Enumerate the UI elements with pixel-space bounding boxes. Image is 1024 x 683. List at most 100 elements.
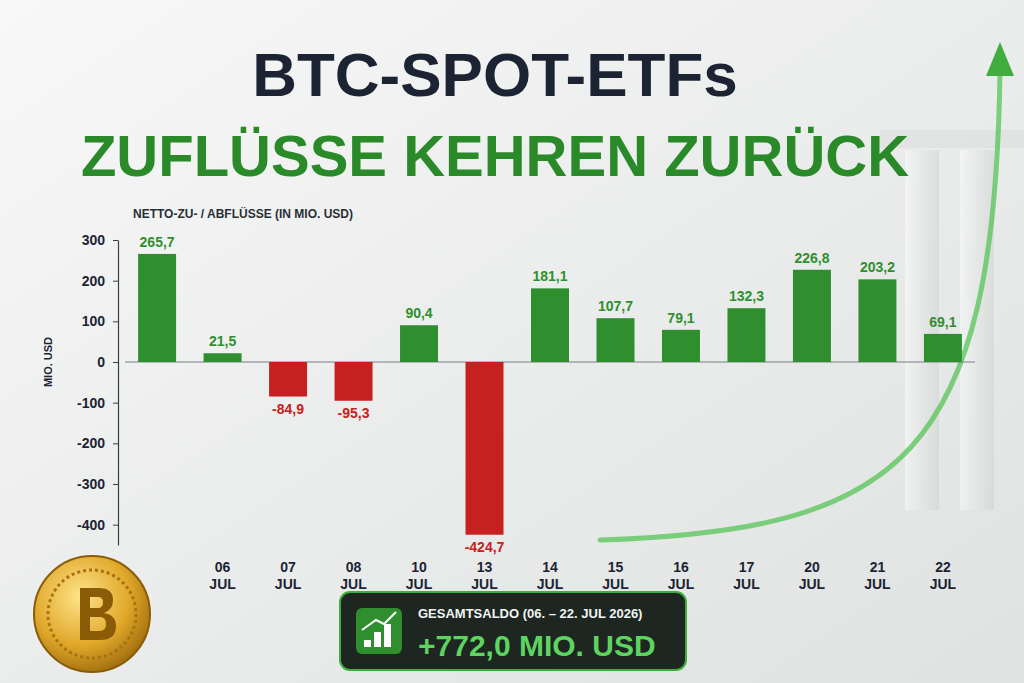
total-box: GESAMTSALDO (06. – 22. JUL 2026)+772,0 M… [340, 592, 686, 670]
total-icon-bar [364, 640, 371, 647]
data-label: 265,7 [140, 234, 175, 250]
y-tick: 100 [82, 313, 118, 329]
data-label: 226,8 [794, 250, 829, 266]
x-tick-label: 17JUL [733, 559, 760, 593]
bar [531, 288, 569, 362]
bars [138, 254, 962, 535]
bar [269, 362, 307, 397]
subtitle: ZUFLÜSSE KEHREN ZURÜCK [81, 123, 909, 188]
axis-caption: NETTO-ZU- / ABFLÜSSE (IN MIO. USD) [133, 206, 353, 221]
x-tick: 13JUL [471, 559, 498, 593]
y-tick-mark [113, 281, 118, 282]
x-tick: 06JUL [209, 559, 236, 593]
coin-symbol [80, 588, 116, 640]
y-tick: -100 [77, 395, 118, 411]
x-tick-label: 14JUL [537, 559, 564, 593]
data-label: -424,7 [465, 539, 505, 555]
y-tick-label: -100 [77, 395, 105, 411]
x-tick-label: 07JUL [275, 559, 302, 593]
title: BTC-SPOT-ETFs [252, 40, 738, 109]
bar [138, 254, 176, 362]
data-label: 79,1 [667, 310, 694, 326]
bar [466, 362, 504, 535]
y-tick: -400 [77, 517, 118, 533]
x-tick-label: 21JUL [864, 559, 891, 593]
x-tick: 20JUL [799, 559, 826, 593]
y-axis-line [118, 241, 119, 546]
decor-arrow [600, 42, 1014, 540]
x-tick: 10JUL [406, 559, 433, 593]
arrow-head [986, 42, 1014, 76]
y-tick-mark [113, 443, 118, 444]
bar [335, 362, 373, 401]
total-icon-line [362, 612, 396, 630]
x-axis: 06JUL 07JUL 08JUL 10JUL 13JUL 14JUL 15JUL 16JUL… [209, 559, 956, 593]
y-tick-label: -200 [77, 435, 105, 451]
y-tick-label: 100 [82, 313, 106, 329]
x-tick-label: 08JUL [340, 559, 367, 593]
chart-svg: BTC-SPOT-ETFs ZUFLÜSSE KEHREN ZURÜCK NETTO… [0, 0, 1024, 683]
background [0, 0, 1024, 683]
x-tick-label: 10JUL [406, 559, 433, 593]
y-tick: -200 [77, 435, 118, 451]
bar [596, 318, 634, 362]
y-tick: 300 [82, 232, 118, 248]
y-tick-mark [113, 403, 118, 404]
x-tick: 14JUL [537, 559, 564, 593]
coin-ring [48, 570, 136, 658]
y-tick-mark [113, 525, 118, 526]
total-icon-bar [384, 624, 391, 647]
bar [924, 334, 962, 362]
total-box-bg [340, 592, 686, 670]
y-tick-mark [113, 240, 118, 241]
y-tick-label: -400 [77, 517, 105, 533]
data-label: 203,2 [860, 259, 895, 275]
bar [793, 270, 831, 362]
data-label: 21,5 [209, 333, 236, 349]
column [960, 150, 994, 510]
y-tick-label: -300 [77, 476, 105, 492]
x-tick-label: 22JUL [930, 559, 957, 593]
y-axis: 300 200 100 0 -100 -200 -300 -400 [77, 232, 119, 546]
total-icon-bg [356, 608, 402, 654]
bar [204, 353, 242, 362]
y-tick: 0 [97, 354, 118, 370]
y-tick-mark [113, 484, 118, 485]
x-tick: 17JUL [733, 559, 760, 593]
data-label: 107,7 [598, 298, 633, 314]
data-label: -84,9 [272, 401, 304, 417]
data-label: -95,3 [338, 405, 370, 421]
data-labels: 265,7 21,5 -84,9 -95,3 90,4 -424,7 181,1 107,7 7… [140, 234, 957, 555]
x-tick-label: 15JUL [602, 559, 629, 593]
x-tick: 21JUL [864, 559, 891, 593]
decor-coin [34, 556, 150, 672]
total-icon-bar [374, 632, 381, 647]
x-tick: 22JUL [930, 559, 957, 593]
x-tick: 08JUL [340, 559, 367, 593]
bar [662, 330, 700, 362]
x-tick-label: 16JUL [668, 559, 695, 593]
x-tick: 07JUL [275, 559, 302, 593]
y-tick-mark [113, 321, 118, 322]
y-tick-mark [113, 362, 118, 363]
y-tick: 200 [82, 273, 118, 289]
column [905, 150, 939, 510]
data-label: 132,3 [729, 288, 764, 304]
data-label: 90,4 [405, 305, 432, 321]
coin [34, 556, 150, 672]
x-tick: 16JUL [668, 559, 695, 593]
bar [400, 325, 438, 362]
total-label: GESAMTSALDO (06. – 22. JUL 2026) [418, 606, 642, 621]
x-tick-label: 06JUL [209, 559, 236, 593]
y-axis-title: MIO. USD [42, 337, 54, 387]
y-tick-label: 0 [97, 354, 105, 370]
y-tick: -300 [77, 476, 118, 492]
bar [727, 308, 765, 362]
y-tick-label: 200 [82, 273, 106, 289]
x-tick-label: 20JUL [799, 559, 826, 593]
bar [858, 279, 896, 362]
y-tick-label: 300 [82, 232, 106, 248]
data-label: 181,1 [532, 268, 567, 284]
x-tick: 15JUL [602, 559, 629, 593]
x-tick-label: 13JUL [471, 559, 498, 593]
